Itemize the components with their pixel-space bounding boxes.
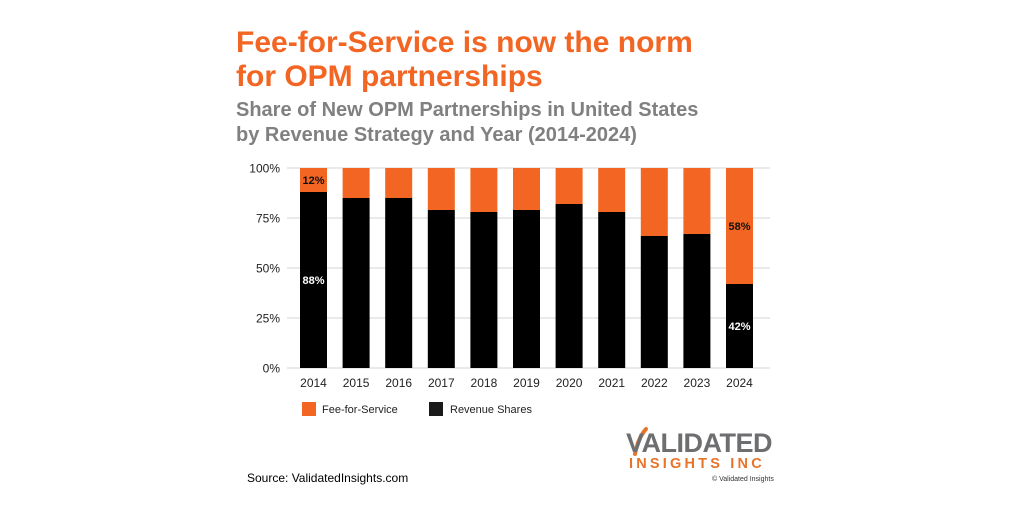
bar-fee-for-service-2022: [640, 168, 668, 236]
bar-fee-for-service-2016: [385, 168, 413, 198]
bar-revenue-shares-2018: [470, 212, 498, 368]
legend-swatch-fee-for-service: [302, 402, 316, 416]
source-note: Source: ValidatedInsights.com: [247, 471, 409, 485]
x-tick-label: 2014: [300, 376, 327, 390]
bar-fee-for-service-2015: [342, 168, 370, 198]
bar-revenue-shares-2019: [513, 210, 540, 368]
chart-subtitle: Share of New OPM Partnerships in United …: [236, 98, 698, 148]
x-tick-label: 2017: [428, 376, 455, 390]
bar-revenue-shares-2017: [427, 210, 455, 368]
bar-revenue-shares-2015: [342, 198, 370, 368]
x-tick-label: 2022: [641, 376, 668, 390]
logo-swoosh-icon: [633, 427, 648, 456]
y-tick-label: 100%: [249, 162, 280, 176]
x-tick-label: 2020: [556, 376, 583, 390]
x-tick-label: 2021: [598, 376, 625, 390]
bar-fee-for-service-2021: [598, 168, 626, 212]
bar-revenue-shares-2014: [300, 192, 327, 368]
bar-fee-for-service-2019: [513, 168, 540, 210]
y-tick-label: 0%: [263, 362, 281, 376]
bar-revenue-shares-2020: [555, 204, 583, 368]
data-label: 58%: [728, 221, 750, 233]
subtitle-line-2: by Revenue Strategy and Year (2014-2024): [236, 124, 637, 146]
logo-wordmark-bottom: INSIGHTS INC: [629, 456, 765, 472]
bar-fee-for-service-2024: [726, 168, 753, 284]
data-label: 88%: [302, 275, 324, 287]
legend-label: Revenue Shares: [450, 404, 532, 416]
bar-fee-for-service-2020: [555, 168, 583, 204]
data-label: 42%: [728, 321, 750, 333]
bar-fee-for-service-2017: [427, 168, 455, 210]
x-tick-label: 2015: [343, 376, 370, 390]
y-tick-label: 25%: [256, 312, 280, 326]
legend-label: Fee-for-Service: [322, 404, 398, 416]
title-line-1: Fee-for-Service is now the norm: [236, 26, 693, 59]
bar-revenue-shares-2022: [640, 236, 668, 368]
data-label: 12%: [302, 175, 324, 187]
bar-fee-for-service-2023: [683, 168, 711, 234]
company-logo: VALIDATED INSIGHTS INC: [620, 427, 780, 488]
bar-revenue-shares-2021: [598, 212, 626, 368]
bar-revenue-shares-2016: [385, 198, 413, 368]
subtitle-line-1: Share of New OPM Partnerships in United …: [236, 99, 699, 121]
chart-title: Fee-for-Service is now the norm for OPM p…: [236, 26, 693, 94]
title-line-2: for OPM partnerships: [236, 60, 543, 93]
logo-wordmark-top: VALIDATED: [626, 428, 773, 458]
x-tick-label: 2023: [684, 376, 711, 390]
bar-revenue-shares-2024: [726, 284, 753, 368]
x-tick-label: 2024: [726, 376, 753, 390]
y-tick-label: 75%: [256, 212, 280, 226]
copyright-note: © Validated Insights: [712, 476, 774, 483]
bar-revenue-shares-2023: [683, 234, 711, 368]
legend-swatch-revenue-shares: [429, 402, 443, 416]
y-tick-label: 50%: [256, 262, 280, 276]
bar-fee-for-service-2014: [300, 168, 327, 192]
x-tick-label: 2016: [385, 376, 412, 390]
x-tick-label: 2018: [471, 376, 498, 390]
bar-fee-for-service-2018: [470, 168, 498, 212]
x-tick-label: 2019: [513, 376, 540, 390]
